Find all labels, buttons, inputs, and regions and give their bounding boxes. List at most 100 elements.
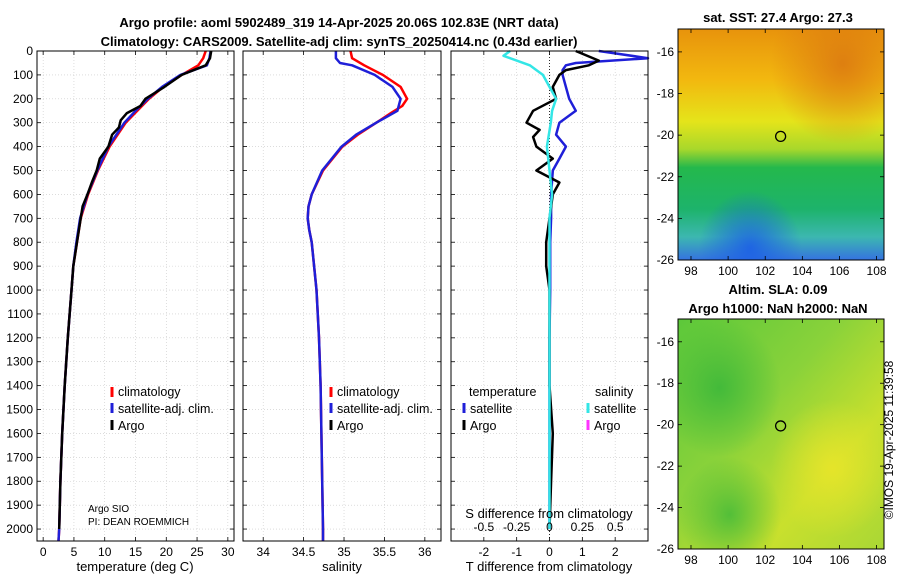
salinity-legend: climatology satellite-adj. clim. Argo [329,385,433,433]
x-tick-label: 1 [579,545,586,559]
x-tick-label: -1 [511,545,522,559]
sst-map-panel: sat. SST: 27.4 Argo: 27.3 98 100 102 104 106… [657,10,887,278]
sla-map-panel: Altim. SLA: 0.09 Argo h1000: NaN h2000: … [657,282,887,567]
x-tick-label: 20 [160,545,174,559]
legend-temp-satellite-label: satellite [470,402,512,416]
depth-tick-label: 500 [13,164,33,178]
depth-tick-label: 200 [13,92,33,106]
map-lon-tick-label: 108 [867,264,887,278]
depth-tick-label: 800 [13,235,33,249]
map-lon-tick-label: 102 [755,553,775,567]
x-tick-label: 10 [98,545,112,559]
map-lat-tick-label: -26 [657,253,675,267]
legend-sal-satellite-label: satellite [594,402,636,416]
depth-tick-label: 1100 [7,307,33,321]
depth-tick-label: 1500 [6,403,33,417]
t-difference-xlabel: T difference from climatology [466,559,633,574]
s-tick-label: -0.25 [503,520,531,534]
x-tick-label: 30 [221,545,235,559]
legend-argo-label-2: Argo [337,419,363,433]
legend-satellite-label: satellite-adj. clim. [118,402,214,416]
sla-map-frame [677,318,885,550]
depth-tick-label: 400 [13,140,33,154]
map-lon-tick-label: 104 [792,264,812,278]
depth-tick-label: 1000 [6,283,33,297]
depth-tick-label: 1200 [6,331,33,345]
map-lat-tick-label: -22 [657,170,675,184]
map-lon-tick-label: 108 [867,553,887,567]
depth-tick-label: 900 [13,259,33,273]
salinity-panel: 34 34.5 35 35.5 36 salinity climatology sate… [242,50,442,574]
sla-map-title-line2: Argo h1000: NaN h2000: NaN [688,301,867,316]
sst-map-frame [677,28,885,261]
depth-tick-label: 700 [13,211,33,225]
x-tick-label: 36 [418,545,432,559]
x-tick-label: 2 [612,545,619,559]
x-tick-label: 34.5 [292,545,316,559]
s-tick-label: 0.5 [607,520,624,534]
temperature-climatology-line [57,50,207,542]
map-lon-tick-label: 100 [718,553,738,567]
map-lon-tick-label: 106 [829,553,849,567]
map-lat-tick-label: -26 [657,542,675,556]
legend-climatology-label: climatology [118,385,181,399]
temperature-panel: 0100200300400500600700800900100011001200… [6,44,235,574]
temperature-satellite-line [57,50,212,542]
s-tick-label: 0 [546,520,553,534]
map-lon-tick-label: 104 [792,553,812,567]
credit-line1: Argo SIO [88,504,129,515]
legend-sal-argo-label: Argo [594,419,620,433]
map-lat-tick-label: -20 [657,418,675,432]
map-lon-tick-label: 102 [755,264,775,278]
salinity-axes-frame [242,50,442,542]
depth-tick-label: 2000 [6,522,33,536]
temperature-xlabel: temperature (deg C) [76,559,193,574]
sla-argo-location-marker [774,420,787,432]
depth-tick-label: 0 [26,44,33,58]
map-lat-tick-label: -18 [657,87,675,101]
x-tick-label: 15 [129,545,143,559]
legend-temp-argo-label: Argo [470,419,496,433]
sst-argo-location-marker [774,130,787,143]
s-difference-xlabel: S difference from climatology [465,506,633,521]
difference-panel: -2 -1 0 1 2 -0.5 -0.25 0 0.25 0.5 S difference fr… [450,49,650,574]
map-lat-tick-label: -24 [657,501,675,515]
depth-tick-label: 1300 [6,355,33,369]
difference-legend: temperature satellite Argo salinity sate… [462,385,636,433]
x-tick-label: -2 [478,545,489,559]
x-tick-label: 35 [337,545,351,559]
temperature-axes-frame [36,50,235,542]
depth-tick-label: 1900 [6,498,33,512]
depth-tick-label: 100 [13,68,33,82]
timestamp: ©IMOS 19-Apr-2025 11:39:58 [882,360,896,519]
map-lat-tick-label: -16 [657,335,675,349]
depth-tick-label: 1400 [6,379,33,393]
salinity-satellite-line [306,51,402,541]
x-tick-label: 35.5 [373,545,397,559]
depth-tick-label: 300 [13,116,33,130]
legend-argo-label: Argo [118,419,144,433]
depth-tick-label: 1800 [6,474,33,488]
figure-title-line2: Climatology: CARS2009. Satellite-adj cli… [101,34,578,49]
temperature-legend: climatology satellite-adj. clim. Argo [110,385,214,433]
sst-map-title: sat. SST: 27.4 Argo: 27.3 [703,10,853,25]
temperature-argo-line [57,50,213,530]
x-tick-label: 0 [546,545,553,559]
credit-line2: PI: DEAN ROEMMICH [88,517,189,528]
legend-salinity-header: salinity [595,385,634,399]
depth-tick-label: 1600 [6,426,33,440]
sst-cold-region [678,29,884,260]
sal-diff-satellite-line [502,49,558,529]
map-lon-tick-label: 98 [684,553,698,567]
salinity-xlabel: salinity [322,559,362,574]
legend-satellite-label-2: satellite-adj. clim. [337,402,433,416]
map-lat-tick-label: -20 [657,128,675,142]
map-lat-tick-label: -18 [657,376,675,390]
x-tick-label: 0 [40,545,47,559]
map-lon-tick-label: 106 [829,264,849,278]
x-tick-label: 34 [257,545,271,559]
map-lon-tick-label: 98 [684,264,698,278]
map-lat-tick-label: -24 [657,211,675,225]
x-tick-label: 5 [71,545,78,559]
